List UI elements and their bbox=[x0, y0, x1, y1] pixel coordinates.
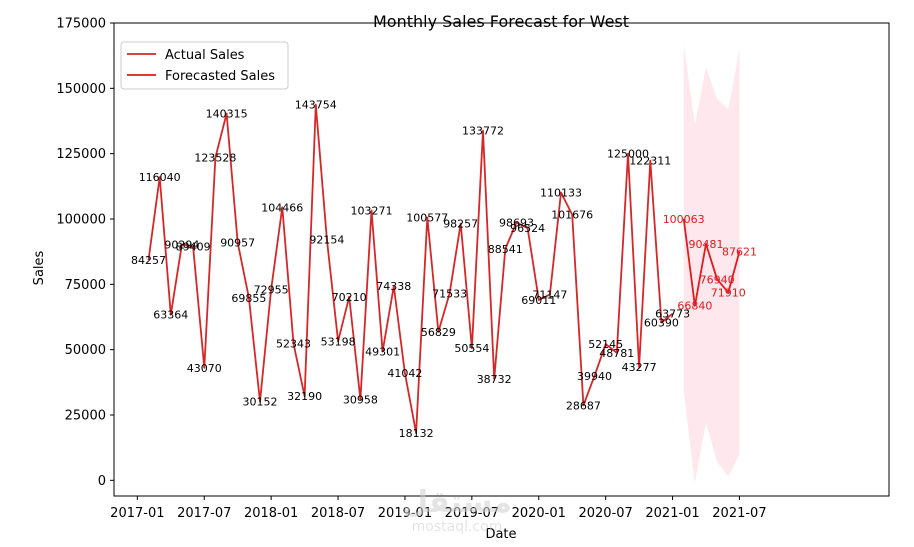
x-tick-label: 2018-01 bbox=[244, 506, 298, 521]
actual-data-label: 50554 bbox=[454, 342, 489, 355]
legend-box bbox=[120, 41, 289, 90]
x-tick-label: 2019-07 bbox=[445, 506, 499, 521]
actual-data-label: 122311 bbox=[629, 155, 671, 168]
actual-data-label: 69011 bbox=[521, 294, 556, 307]
y-tick-label: 50000 bbox=[65, 343, 106, 358]
actual-data-label: 98257 bbox=[443, 218, 478, 231]
forecast-data-label: 76940 bbox=[700, 273, 735, 286]
actual-data-label: 63773 bbox=[655, 308, 690, 321]
actual-data-label: 88541 bbox=[488, 243, 523, 256]
actual-data-label: 71533 bbox=[432, 287, 467, 300]
actual-data-label: 72955 bbox=[254, 284, 289, 297]
y-axis-label: Sales bbox=[32, 250, 47, 285]
actual-data-label: 116040 bbox=[139, 171, 181, 184]
plot-frame bbox=[113, 22, 890, 497]
y-tick-label: 125000 bbox=[56, 147, 106, 162]
actual-data-label: 28687 bbox=[566, 399, 601, 412]
actual-data-label: 63364 bbox=[153, 309, 188, 322]
actual-data-label: 98693 bbox=[499, 216, 534, 229]
series-lines-layer bbox=[147, 103, 741, 434]
x-tick-label: 2017-07 bbox=[177, 506, 231, 521]
actual-data-label: 74338 bbox=[376, 280, 411, 293]
actual-data-label: 18132 bbox=[399, 427, 434, 440]
actual-sales-line bbox=[147, 103, 674, 434]
actual-data-label: 90957 bbox=[220, 237, 255, 250]
actual-data-label: 49301 bbox=[365, 346, 400, 359]
forecast-data-label: 100063 bbox=[663, 213, 705, 226]
x-tick-label: 2021-01 bbox=[645, 506, 699, 521]
y-tick-label: 100000 bbox=[56, 212, 106, 227]
actual-data-label: 84257 bbox=[131, 254, 166, 267]
forecast-data-label: 66840 bbox=[677, 300, 712, 313]
x-tick-label: 2018-07 bbox=[311, 506, 365, 521]
x-axis-label: Date bbox=[485, 527, 516, 542]
actual-data-label: 123528 bbox=[194, 152, 236, 165]
actual-data-label: 104466 bbox=[261, 201, 303, 214]
actual-data-label: 70210 bbox=[332, 291, 367, 304]
actual-data-label: 30152 bbox=[243, 396, 278, 409]
actual-data-label: 53198 bbox=[321, 335, 356, 348]
actual-data-label: 71147 bbox=[532, 288, 567, 301]
actual-data-label: 52343 bbox=[276, 338, 311, 351]
x-tick-label: 2020-01 bbox=[512, 506, 566, 521]
legend: Actual Sales Forecasted Sales bbox=[120, 41, 289, 90]
y-tick-label: 25000 bbox=[65, 408, 106, 423]
forecast-data-label: 87621 bbox=[722, 245, 757, 258]
forecast-data-label: 71910 bbox=[711, 286, 746, 299]
actual-data-label: 133772 bbox=[462, 125, 504, 138]
actual-data-label: 92154 bbox=[309, 234, 344, 247]
actual-data-label: 143754 bbox=[295, 99, 337, 112]
actual-data-label: 56829 bbox=[421, 326, 456, 339]
x-tick-label: 2017-01 bbox=[110, 506, 164, 521]
y-tick-label: 0 bbox=[98, 474, 106, 489]
actual-data-label: 41042 bbox=[387, 367, 422, 380]
x-tick-label: 2020-07 bbox=[578, 506, 632, 521]
actual-data-label: 43277 bbox=[622, 361, 657, 374]
actual-data-label: 100577 bbox=[406, 212, 448, 225]
actual-data-label: 140315 bbox=[206, 108, 248, 121]
legend-actual-label: Actual Sales bbox=[165, 48, 245, 63]
actual-data-label: 39940 bbox=[577, 370, 612, 383]
actual-data-label: 48781 bbox=[599, 347, 634, 360]
y-tick-label: 150000 bbox=[56, 82, 106, 97]
x-tick-label: 2019-01 bbox=[378, 506, 432, 521]
actual-data-label: 103271 bbox=[351, 204, 393, 217]
actual-data-label: 60390 bbox=[644, 317, 679, 330]
actual-data-label: 89409 bbox=[176, 241, 211, 254]
chart-title: Monthly Sales Forecast for West bbox=[373, 12, 629, 31]
actual-data-label: 52145 bbox=[588, 338, 623, 351]
actual-data-label: 110133 bbox=[540, 187, 582, 200]
legend-forecast-label: Forecasted Sales bbox=[165, 69, 275, 84]
forecast-data-label: 90481 bbox=[689, 238, 724, 251]
y-tick-label: 175000 bbox=[56, 17, 106, 32]
x-tick-label: 2021-07 bbox=[712, 506, 766, 521]
actual-data-label: 38732 bbox=[477, 373, 512, 386]
actual-data-label: 90294 bbox=[164, 238, 199, 251]
actual-data-label: 69855 bbox=[231, 292, 266, 305]
actual-data-label: 125000 bbox=[607, 148, 649, 161]
watermark: مستقل mostaql.com bbox=[402, 485, 512, 535]
y-tick-label: 75000 bbox=[65, 278, 106, 293]
actual-data-label: 43070 bbox=[187, 362, 222, 375]
watermark-logo: مستقل bbox=[402, 485, 512, 520]
y-axis-ticks: 0 25000 50000 75000 100000 125000 150000 175000 bbox=[56, 17, 114, 489]
actual-data-label: 30958 bbox=[343, 393, 378, 406]
actual-data-label: 96524 bbox=[510, 222, 545, 235]
x-axis-ticks: 2017-01 2017-07 2018-01 2018-07 2019-01 2019-… bbox=[110, 496, 767, 521]
actual-data-label: 32190 bbox=[287, 390, 322, 403]
forecast-sales-line bbox=[682, 218, 741, 307]
actual-data-label: 101676 bbox=[551, 209, 593, 222]
watermark-text: mostaql.com bbox=[412, 519, 503, 535]
